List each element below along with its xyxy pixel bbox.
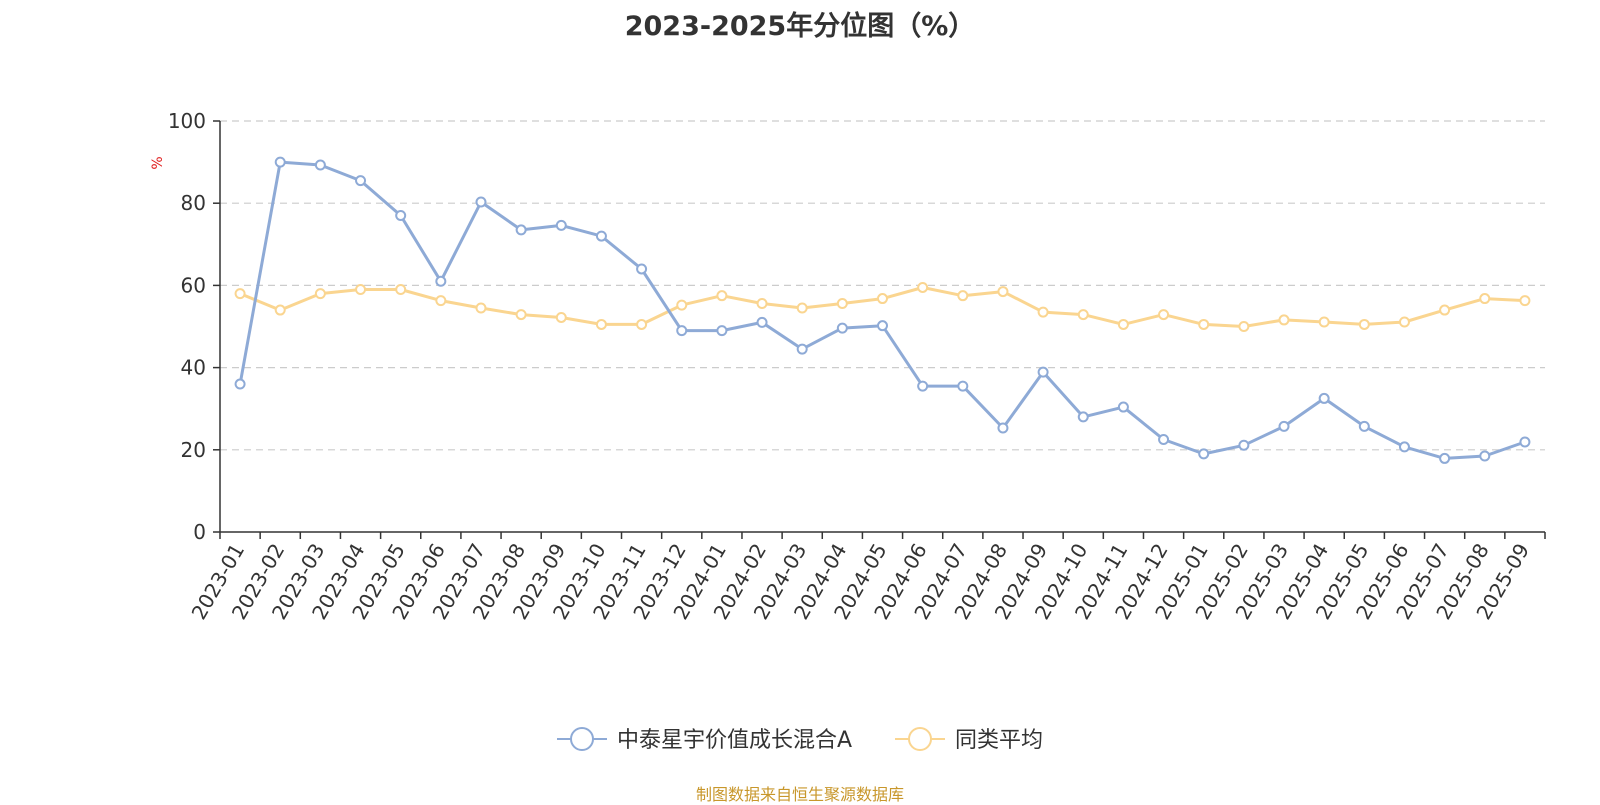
data-point — [395, 284, 407, 296]
data-point — [1198, 318, 1210, 330]
data-point — [1278, 420, 1290, 432]
data-point — [555, 219, 567, 231]
data-point — [756, 316, 768, 328]
data-point — [636, 318, 648, 330]
data-point — [1037, 366, 1049, 378]
data-point — [234, 378, 246, 390]
data-point — [1519, 436, 1531, 448]
y-tick-label: 0 — [193, 520, 206, 544]
y-tick-label: 20 — [181, 438, 206, 462]
data-point — [1158, 434, 1170, 446]
legend: 中泰星宇价值成长混合A 同类平均 — [557, 727, 1043, 753]
data-point — [435, 295, 447, 307]
data-point — [1398, 316, 1410, 328]
data-point — [475, 302, 487, 314]
data-point — [475, 196, 487, 208]
data-point — [676, 325, 688, 337]
data-point — [836, 297, 848, 309]
data-point — [1238, 439, 1250, 451]
data-point — [435, 275, 447, 287]
data-point — [836, 322, 848, 334]
data-point — [1318, 392, 1330, 404]
data-point — [1117, 401, 1129, 413]
data-point — [636, 263, 648, 275]
data-point — [1077, 309, 1089, 321]
data-point — [274, 156, 286, 168]
data-point — [957, 290, 969, 302]
source-note: 制图数据来自恒生聚源数据库 — [695, 785, 904, 804]
data-point — [1117, 318, 1129, 330]
data-point — [1037, 306, 1049, 318]
data-point — [1358, 420, 1370, 432]
data-point — [1479, 450, 1491, 462]
data-point — [1479, 293, 1491, 305]
data-point — [796, 343, 808, 355]
y-axis-label: % — [150, 156, 166, 169]
data-point — [1198, 448, 1210, 460]
data-point — [515, 309, 527, 321]
data-point — [917, 380, 929, 392]
y-tick-label: 100 — [168, 109, 206, 133]
data-point — [1358, 318, 1370, 330]
legend-label: 同类平均 — [955, 728, 1043, 753]
series-line — [238, 160, 1526, 460]
data-point — [796, 302, 808, 314]
data-point — [1398, 441, 1410, 453]
data-point — [877, 320, 888, 332]
data-point — [957, 380, 969, 392]
data-point — [676, 299, 688, 311]
data-point — [1278, 314, 1290, 326]
data-point — [716, 290, 728, 302]
data-point — [1519, 295, 1531, 307]
legend-label: 中泰星宇价值成长混合A — [617, 728, 852, 753]
legend-marker — [570, 727, 594, 751]
y-tick-label: 80 — [181, 191, 206, 215]
data-point — [555, 311, 567, 323]
data-point — [1439, 452, 1451, 464]
data-point — [877, 293, 888, 305]
data-point — [1158, 309, 1170, 321]
data-point — [1318, 316, 1330, 328]
data-point — [716, 325, 728, 337]
y-tick-label: 60 — [181, 273, 206, 297]
data-point — [355, 284, 367, 296]
data-point — [234, 288, 246, 300]
data-point — [595, 230, 607, 242]
series-layer — [234, 156, 1531, 464]
grid-lines — [220, 120, 1545, 451]
data-point — [314, 159, 326, 171]
data-point — [756, 297, 768, 309]
data-point — [274, 304, 286, 316]
axes: 020406080100%2023-012023-022023-032023-0… — [150, 109, 1546, 624]
data-point — [595, 318, 607, 330]
data-point — [395, 210, 407, 222]
legend-marker — [908, 727, 932, 751]
data-point — [997, 286, 1009, 298]
data-point — [355, 175, 367, 187]
data-point — [997, 422, 1009, 434]
data-point — [314, 288, 326, 300]
y-tick-label: 40 — [181, 356, 206, 380]
data-point — [1077, 411, 1089, 423]
data-point — [917, 281, 929, 293]
chart-title: 2023-2025年分位图（%） — [624, 11, 976, 42]
data-point — [1238, 321, 1250, 332]
data-point — [515, 224, 527, 236]
data-point — [1439, 304, 1451, 316]
